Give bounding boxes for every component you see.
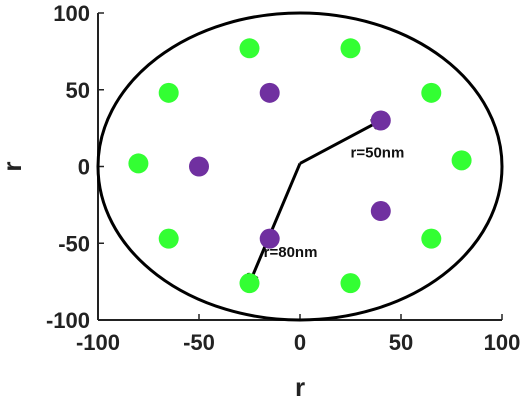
- data-point: [259, 228, 280, 249]
- annotation-label: r=80nm: [264, 244, 318, 261]
- axes: -100 -50 0 50 100 -100 -50 0 50 100: [46, 1, 520, 355]
- x-tick-label: 50: [389, 330, 413, 355]
- data-point: [158, 82, 179, 103]
- arrows: [250, 120, 381, 283]
- x-tick-label: -50: [183, 330, 215, 355]
- x-tick-label: -100: [76, 330, 120, 355]
- x-tick-label: 0: [294, 330, 306, 355]
- data-point: [158, 228, 179, 249]
- y-tick-label: 0: [78, 155, 90, 180]
- data-point: [340, 273, 361, 294]
- data-point: [259, 82, 280, 103]
- data-point: [239, 38, 260, 59]
- radius-arrow: [299, 120, 381, 165]
- axis-labels: rr: [0, 161, 305, 402]
- x-axis-label: r: [295, 372, 305, 402]
- data-point: [128, 153, 149, 174]
- data-point: [370, 110, 391, 131]
- y-tick-label: -50: [58, 231, 90, 256]
- data-point: [340, 38, 361, 59]
- data-point: [451, 150, 472, 171]
- annotations: r=50nm r=80nm: [264, 144, 405, 261]
- x-tick-label: 100: [484, 330, 521, 355]
- data-point: [370, 201, 391, 222]
- data-point: [189, 156, 209, 177]
- annotation-label: r=50nm: [351, 144, 405, 161]
- scatter-points: [128, 38, 472, 294]
- y-axis-label: r: [0, 161, 27, 171]
- radius-arrow: [250, 162, 302, 283]
- y-tick-label: 50: [66, 78, 90, 103]
- data-point: [421, 82, 442, 103]
- y-tick-label: -100: [46, 308, 90, 333]
- data-point: [239, 273, 260, 294]
- data-point: [421, 228, 442, 249]
- boundary-ellipse: [96, 11, 504, 322]
- y-tick-label: 100: [53, 1, 90, 26]
